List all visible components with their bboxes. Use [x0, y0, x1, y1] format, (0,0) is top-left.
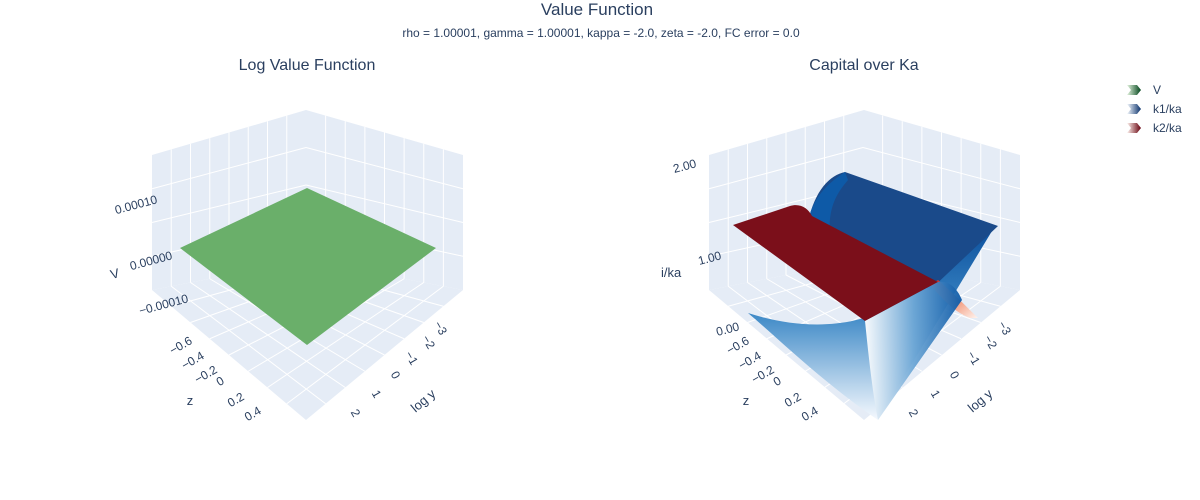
legend-swatch-v — [1127, 85, 1141, 95]
legend-label-v: V — [1153, 83, 1161, 97]
left-xtick: 0 — [388, 369, 404, 382]
right-x-axis-label: log y — [965, 386, 996, 415]
right-xtick: −3 — [995, 319, 1014, 338]
legend-item-k1[interactable]: k1/ka — [1127, 102, 1182, 116]
left-panel: Log Value Function 0.00010 0.00000 −0.00… — [109, 57, 464, 424]
gridline — [305, 184, 464, 223]
right-xtick: −2 — [981, 333, 1000, 352]
figure-title: Value Function — [541, 0, 653, 19]
right-ytick: 0 — [771, 373, 784, 389]
gridline — [286, 285, 444, 405]
left-surface-v — [180, 188, 436, 345]
gridline — [862, 147, 1021, 190]
right-z-axis-label: i/ka — [661, 265, 682, 280]
right-ztick: 2.00 — [672, 156, 698, 176]
right-y-axis-label: z — [743, 393, 750, 408]
surface-k1-side — [865, 281, 962, 420]
left-panel-title: Log Value Function — [239, 57, 376, 74]
left-x-axis-label: log y — [408, 386, 439, 415]
left-xtick: 2 — [348, 407, 364, 420]
figure-subtitle: rho = 1.00001, gamma = 1.00001, kappa = … — [402, 26, 800, 40]
right-ytick: 0.4 — [799, 403, 821, 424]
surface-k1-plateau — [808, 172, 998, 290]
right-xtick: −1 — [964, 349, 983, 368]
right-xtick: 2 — [906, 407, 922, 420]
right-xtick: 0 — [947, 369, 963, 382]
right-ztick: 1.00 — [697, 248, 723, 268]
right-panel-title: Capital over Ka — [809, 57, 918, 74]
gridline — [151, 147, 307, 190]
gridline — [708, 147, 864, 190]
gridline — [305, 147, 464, 190]
left-z-axis-label: V — [109, 265, 122, 282]
left-ytick: 0 — [214, 373, 227, 389]
left-xtick: 1 — [369, 388, 385, 401]
left-xtick: −2 — [419, 333, 438, 352]
gridline — [151, 184, 307, 223]
legend-label-k2: k2/ka — [1153, 121, 1182, 135]
left-xtick: −1 — [402, 349, 421, 368]
right-xtick: 1 — [928, 388, 944, 401]
right-panel: Capital over Ka 2.00 1.00 0.00 i/ka −0.6… — [661, 57, 1021, 424]
right-ztick: 0.00 — [715, 319, 741, 339]
legend-item-v[interactable]: V — [1127, 83, 1161, 97]
legend-label-k1: k1/ka — [1153, 102, 1182, 116]
surface-k2-plateau — [733, 205, 938, 321]
legend-item-k2[interactable]: k2/ka — [1127, 121, 1182, 135]
legend-swatch-k1 — [1127, 104, 1141, 114]
left-xtick: −3 — [431, 319, 450, 338]
left-ytick: 0.2 — [225, 389, 247, 410]
left-y-axis-label: z — [187, 393, 194, 408]
left-ytick: 0.4 — [242, 403, 264, 424]
gridline — [267, 282, 425, 388]
legend: V k1/ka k2/ka — [1127, 83, 1182, 135]
legend-swatch-k2 — [1127, 123, 1141, 133]
right-ytick: 0.2 — [782, 389, 804, 410]
